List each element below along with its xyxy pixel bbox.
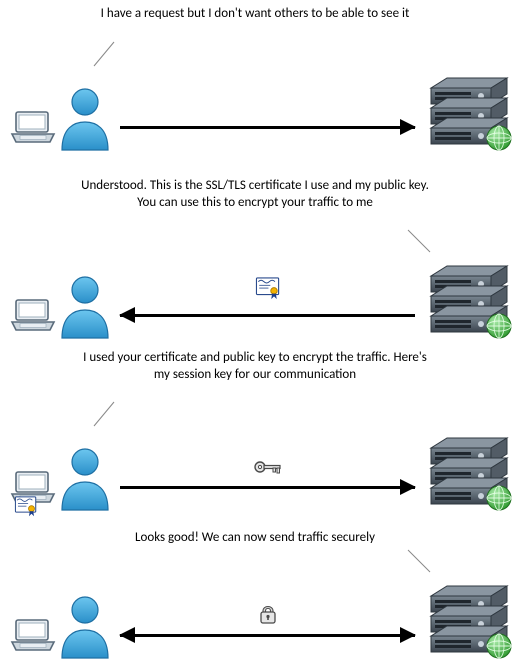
- step-2: Understood. This is the SSL/TLS certific…: [0, 178, 524, 348]
- laptop-icon: [10, 618, 56, 654]
- step-1: I have a request but I don't want others…: [0, 0, 524, 160]
- arrow-right: [120, 117, 415, 137]
- laptop-icon: [10, 298, 56, 334]
- laptop-icon: [10, 110, 56, 146]
- key-icon: [253, 457, 283, 477]
- step-2-caption: Understood. This is the SSL/TLS certific…: [80, 178, 430, 212]
- certificate-icon: [14, 496, 38, 518]
- person-icon: [58, 594, 112, 660]
- person-icon: [58, 86, 112, 152]
- server-icon: [429, 262, 514, 340]
- tls-handshake-diagram: I have a request but I don't want others…: [0, 0, 524, 669]
- person-icon: [58, 446, 112, 512]
- server-icon: [429, 74, 514, 152]
- server-icon: [429, 434, 514, 512]
- step-1-caption: I have a request but I don't want others…: [100, 6, 410, 23]
- step-3-caption: I used your certificate and public key t…: [80, 350, 430, 384]
- padlock-icon: [257, 601, 279, 625]
- step-3: I used your certificate and public key t…: [0, 350, 524, 520]
- server-icon: [429, 582, 514, 660]
- arrow-left: [120, 305, 415, 325]
- arrow-both: [120, 625, 415, 645]
- step-4: Looks good! We can now send traffic secu…: [0, 530, 524, 669]
- person-icon: [58, 274, 112, 340]
- arrow-right: [120, 477, 415, 497]
- step-4-caption: Looks good! We can now send traffic secu…: [90, 530, 420, 547]
- certificate-icon: [253, 277, 283, 301]
